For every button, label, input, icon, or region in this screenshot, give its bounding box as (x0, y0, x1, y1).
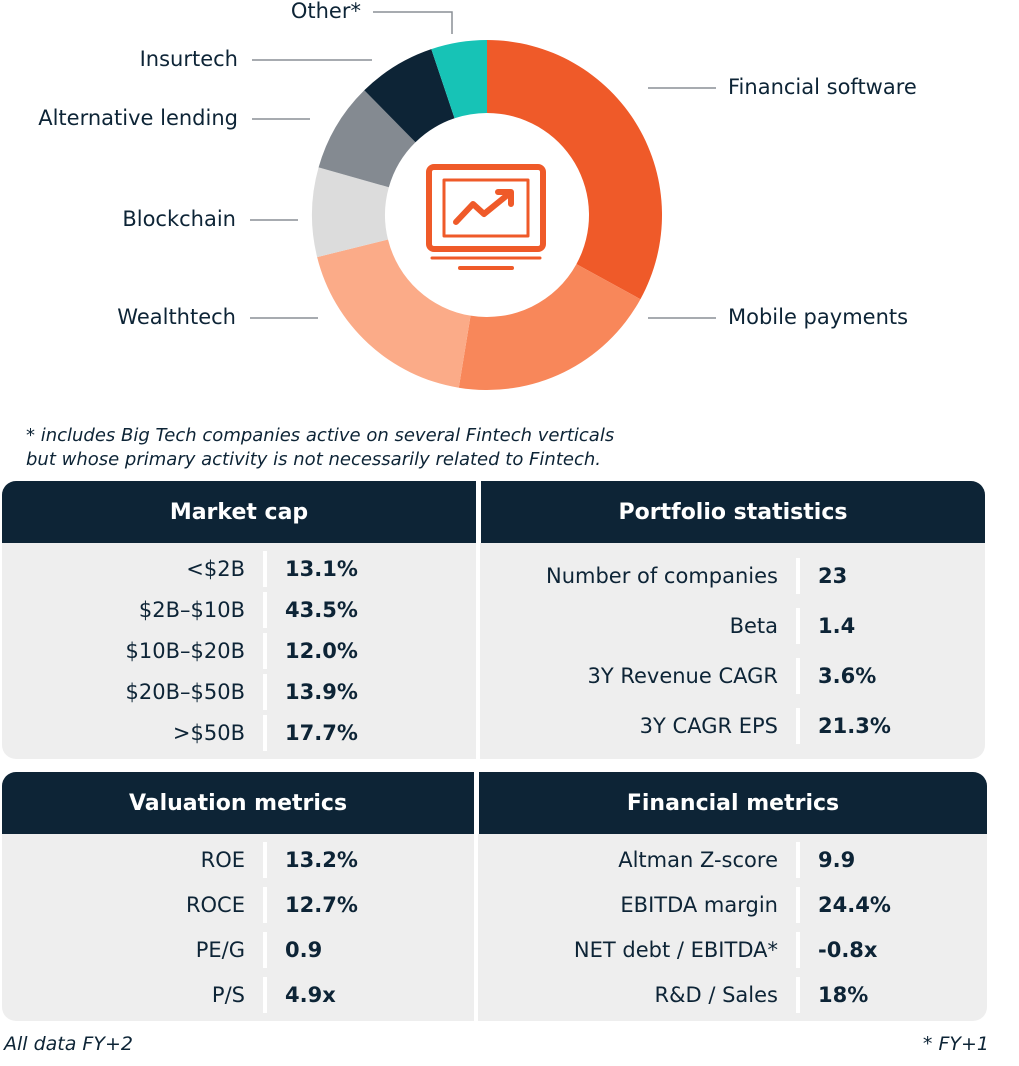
valuation-row: P/S 4.9x (2, 976, 474, 1013)
market-cap-row-label: $2B–$10B (138, 598, 245, 623)
portfolio-row: Beta 1.4 (480, 608, 985, 644)
financial-row: NET debt / EBITDA* -0.8x (478, 931, 987, 968)
market-cap-row: <$2B 13.1% (2, 551, 476, 588)
portfolio-row-value: 3.6% (818, 664, 877, 688)
portfolio-row-value: 23 (818, 564, 848, 588)
financial-row-label: Altman Z-score (618, 848, 778, 873)
donut-slice (458, 264, 641, 390)
portfolio-row-value: 1.4 (818, 614, 856, 638)
financial-row-value: -0.8x (818, 937, 878, 962)
valuation-row: PE/G 0.9 (2, 931, 474, 968)
donut-label: Financial software (728, 75, 917, 99)
market-cap-row: $2B–$10B 43.5% (2, 592, 476, 629)
donut-label: Mobile payments (728, 305, 908, 329)
valuation-row-label: PE/G (195, 937, 245, 962)
valuation-row-value: 13.2% (285, 848, 358, 873)
donut-slice (312, 167, 389, 258)
donut-slice (317, 239, 471, 388)
market-cap-row: $20B–$50B 13.9% (2, 673, 476, 710)
donut-label: Other* (291, 0, 361, 23)
valuation-row: ROCE 12.7% (2, 887, 474, 924)
portfolio-row-label: Beta (729, 614, 778, 638)
donut-slice (318, 90, 416, 188)
portfolio-row-value: 21.3% (818, 714, 891, 738)
valuation-row: ROE 13.2% (2, 842, 474, 879)
market-cap-row-label: >$50B (172, 720, 245, 745)
donut-label: Insurtech (140, 47, 238, 71)
donut-chart: Financial software Mobile payments Wealtht… (38, 0, 917, 390)
market-cap-row-label: $10B–$20B (125, 638, 245, 663)
portfolio-row-label: Number of companies (545, 564, 778, 588)
financial-metrics-table: Altman Z-score 9.9 EBITDA margin 24.4% NET d… (478, 834, 987, 1021)
valuation-row-label: ROCE (185, 893, 245, 918)
monitor-chart-icon (426, 164, 546, 270)
market-cap-row-value: 13.9% (285, 679, 358, 704)
valuation-row-label: P/S (211, 982, 245, 1007)
financial-row-label: EBITDA margin (620, 893, 778, 918)
market-portfolio-panel: Market cap Portfolio statistics <$2B 13.1… (2, 481, 985, 759)
portfolio-row-label: 3Y CAGR EPS (639, 714, 778, 738)
financial-row: EBITDA margin 24.4% (478, 887, 987, 924)
market-cap-row-value: 13.1% (285, 557, 358, 582)
valuation-row-label: ROE (200, 848, 245, 873)
financial-metrics-header: Financial metrics (626, 790, 840, 816)
market-cap-row-label: <$2B (186, 557, 245, 582)
financial-row-value: 9.9 (818, 848, 856, 873)
donut-label: Blockchain (122, 207, 236, 231)
financial-row-label: NET debt / EBITDA* (573, 937, 778, 962)
portfolio-row: Number of companies 23 (480, 558, 985, 594)
valuation-row-value: 0.9 (285, 937, 323, 962)
donut-label: Alternative lending (38, 106, 238, 130)
donut-label: Wealthtech (117, 305, 236, 329)
donut-slice (364, 49, 455, 143)
market-cap-row: >$50B 17.7% (2, 714, 476, 751)
valuation-row-value: 4.9x (285, 982, 336, 1007)
market-cap-row: $10B–$20B 12.0% (2, 632, 476, 669)
market-cap-row-value: 12.0% (285, 638, 358, 663)
market-cap-table: <$2B 13.1% $2B–$10B 43.5% $10B–$20B 12.0% $20B… (2, 543, 476, 759)
market-cap-header: Market cap (169, 499, 309, 525)
financial-row-value: 18% (818, 982, 869, 1007)
portfolio-row: 3Y Revenue CAGR 3.6% (480, 658, 985, 694)
financial-row-label: R&D / Sales (654, 982, 778, 1007)
portfolio-statistics-header: Portfolio statistics (618, 499, 848, 525)
chart-footnote: * includes Big Tech companies active on … (26, 424, 614, 472)
donut-slice (487, 40, 662, 300)
valuation-row-value: 12.7% (285, 893, 358, 918)
fy1-note: * FY+1 (922, 1033, 989, 1055)
data-period-note: All data FY+2 (4, 1033, 133, 1055)
financial-row: Altman Z-score 9.9 (478, 842, 987, 879)
valuation-financial-panel: Valuation metrics Financial metrics ROE 1… (2, 772, 987, 1021)
valuation-metrics-table: ROE 13.2% ROCE 12.7% PE/G 0.9 P/S 4.9x (2, 834, 474, 1021)
footnote-line-2: but whose primary activity is not necess… (26, 449, 601, 470)
market-cap-row-value: 43.5% (285, 598, 358, 623)
financial-row-value: 24.4% (818, 893, 891, 918)
portfolio-row: 3Y CAGR EPS 21.3% (480, 708, 985, 744)
footnote-line-1: * includes Big Tech companies active on … (26, 425, 615, 446)
leader-line (373, 11, 453, 34)
market-cap-row-label: $20B–$50B (125, 679, 245, 704)
valuation-metrics-header: Valuation metrics (128, 790, 348, 816)
portfolio-row-label: 3Y Revenue CAGR (587, 664, 778, 688)
market-cap-row-value: 17.7% (285, 720, 358, 745)
financial-row: R&D / Sales 18% (478, 976, 987, 1013)
donut-slice (431, 40, 487, 119)
portfolio-statistics-table: Number of companies 23 Beta 1.4 3Y Revenue C… (480, 543, 985, 759)
